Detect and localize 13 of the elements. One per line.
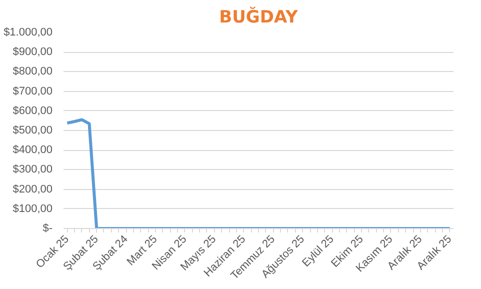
y-tick-label: $900,00 — [12, 46, 53, 58]
y-tick-label: $100,00 — [12, 202, 53, 215]
y-tick-label: $800,00 — [12, 66, 53, 78]
y-tick-label: $600,00 — [12, 104, 53, 117]
y-tick-label: $400,00 — [12, 144, 53, 156]
line-series — [66, 118, 452, 228]
y-tick-label: $1.000,00 — [4, 26, 52, 38]
y-tick-label: $200,00 — [12, 183, 53, 196]
y-tick-label: $700,00 — [12, 85, 53, 98]
y-tick-label: $300,00 — [12, 164, 53, 176]
y-tick-label: $- — [42, 222, 53, 234]
chart-title: BUĞDAY — [219, 6, 299, 28]
y-tick-label: $500,00 — [12, 124, 53, 136]
